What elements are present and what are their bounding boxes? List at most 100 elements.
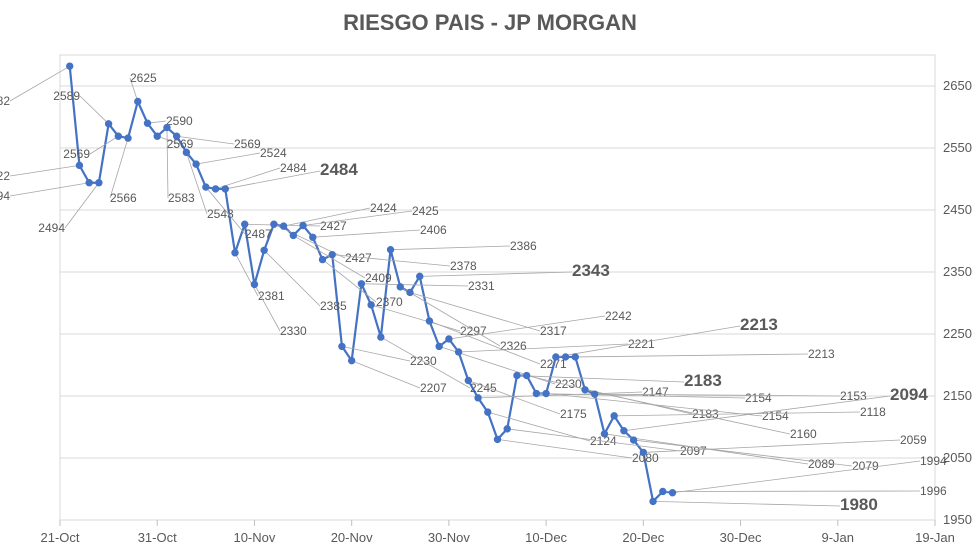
leader-line	[10, 183, 89, 196]
data-label: 2625	[130, 71, 157, 85]
data-marker	[417, 273, 423, 279]
data-label: 2424	[370, 201, 397, 215]
data-label: 2484	[320, 160, 358, 179]
leader-line	[80, 96, 109, 124]
y-tick-label: 2050	[943, 450, 972, 465]
data-label: 2494	[0, 189, 10, 203]
data-marker	[397, 284, 403, 290]
data-marker	[378, 334, 384, 340]
data-marker	[650, 498, 656, 504]
data-label: 2569	[63, 147, 90, 161]
data-marker	[339, 343, 345, 349]
y-tick-label: 1950	[943, 512, 972, 527]
data-marker	[611, 413, 617, 419]
data-label: 2317	[540, 324, 567, 338]
data-marker	[300, 222, 306, 228]
leader-line	[391, 246, 510, 250]
data-marker	[640, 449, 646, 455]
leader-line	[110, 138, 128, 198]
data-marker	[494, 436, 500, 442]
data-marker	[358, 281, 364, 287]
data-label: 2207	[420, 381, 447, 395]
data-marker	[144, 120, 150, 126]
data-marker	[115, 133, 121, 139]
data-marker	[514, 372, 520, 378]
y-tick-label: 2250	[943, 326, 972, 341]
data-marker	[261, 247, 267, 253]
x-tick-label: 30-Dec	[720, 530, 762, 545]
data-label: 2682	[0, 94, 10, 108]
x-tick-label: 30-Nov	[428, 530, 470, 545]
data-label: 2522	[0, 169, 10, 183]
y-tick-label: 2450	[943, 202, 972, 217]
data-marker	[310, 234, 316, 240]
data-label: 2425	[412, 204, 439, 218]
data-marker	[96, 180, 102, 186]
data-marker	[475, 395, 481, 401]
data-label: 2094	[890, 385, 928, 404]
data-label: 2326	[500, 339, 527, 353]
data-label: 2079	[852, 459, 879, 473]
data-marker	[164, 124, 170, 130]
data-marker	[76, 162, 82, 168]
data-label: 2406	[420, 223, 447, 237]
data-marker	[105, 121, 111, 127]
leader-line	[556, 326, 740, 357]
data-label: 2370	[376, 295, 403, 309]
x-tick-label: 20-Nov	[331, 530, 373, 545]
y-tick-label: 2550	[943, 140, 972, 155]
data-label: 2343	[572, 261, 610, 280]
data-marker	[319, 256, 325, 262]
data-label: 2089	[808, 457, 835, 471]
data-marker	[251, 281, 257, 287]
data-label: 2330	[280, 324, 307, 338]
data-marker	[660, 488, 666, 494]
data-label: 2183	[684, 371, 722, 390]
data-marker	[222, 186, 228, 192]
data-label: 2381	[258, 289, 285, 303]
data-marker	[455, 349, 461, 355]
data-marker	[533, 390, 539, 396]
data-label: 1996	[920, 484, 947, 498]
data-marker	[562, 354, 568, 360]
data-marker	[183, 149, 189, 155]
leader-line	[225, 171, 320, 189]
data-label: 2385	[320, 299, 347, 313]
chart-svg: 1950205021502250235024502550265021-Oct31…	[0, 0, 980, 555]
data-label: 2566	[110, 191, 137, 205]
data-marker	[280, 223, 286, 229]
x-tick-label: 20-Dec	[622, 530, 664, 545]
data-marker	[135, 98, 141, 104]
data-marker	[86, 180, 92, 186]
data-label: 2147	[642, 385, 669, 399]
data-marker	[329, 251, 335, 257]
data-label: 1980	[840, 495, 878, 514]
data-marker	[387, 246, 393, 252]
leader-line	[614, 412, 860, 416]
data-label: 2569	[234, 137, 261, 151]
data-label: 2331	[468, 279, 495, 293]
data-marker	[582, 387, 588, 393]
leader-line	[371, 305, 460, 331]
data-label: 2409	[365, 271, 392, 285]
x-tick-label: 10-Dec	[525, 530, 567, 545]
data-label: 2059	[900, 433, 927, 447]
data-marker	[572, 354, 578, 360]
x-tick-label: 31-Oct	[138, 530, 177, 545]
data-marker	[407, 289, 413, 295]
data-marker	[203, 184, 209, 190]
data-marker	[601, 431, 607, 437]
y-tick-label: 2350	[943, 264, 972, 279]
leader-line	[10, 165, 79, 176]
data-label: 2245	[470, 381, 497, 395]
data-marker	[436, 343, 442, 349]
data-label: 2589	[53, 89, 80, 103]
data-marker	[669, 490, 675, 496]
data-marker	[193, 161, 199, 167]
data-label: 2160	[790, 427, 817, 441]
leader-line	[459, 344, 628, 352]
data-label: 2242	[605, 309, 632, 323]
leader-line	[653, 501, 840, 506]
data-label: 2583	[168, 191, 195, 205]
x-tick-label: 9-Jan	[822, 530, 855, 545]
